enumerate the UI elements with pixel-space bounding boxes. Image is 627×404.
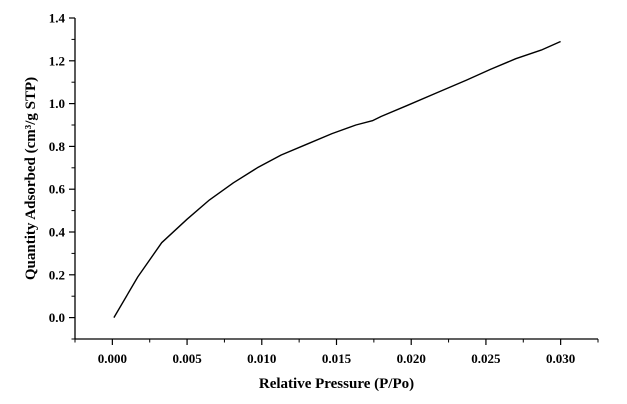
series-group bbox=[113, 40, 561, 318]
y-tick-label: 1.4 bbox=[49, 11, 66, 26]
x-tick-label: 0.015 bbox=[322, 351, 352, 366]
y-tick-label: 0.4 bbox=[49, 225, 66, 240]
y-axis-title: Quantity Adsorbed (cm³/g STP) bbox=[23, 77, 39, 280]
x-tick-label: 0.020 bbox=[397, 351, 426, 366]
x-tick-label: 0.030 bbox=[546, 351, 575, 366]
tick-labels: 0.000 0.005 0.010 0.015 0.020 0.025 0.030 0.0 0.… bbox=[49, 11, 576, 367]
x-tick-label: 0.010 bbox=[247, 351, 276, 366]
series-line bbox=[113, 40, 561, 318]
y-tick-label: 0.0 bbox=[49, 310, 65, 325]
y-tick-label: 1.0 bbox=[49, 96, 65, 111]
x-tick-label: 0.025 bbox=[471, 351, 501, 366]
axes bbox=[74, 18, 598, 340]
x-tick-label: 0.005 bbox=[172, 351, 202, 366]
x-axis-title: Relative Pressure (P/Po) bbox=[259, 376, 414, 392]
y-tick-label: 0.2 bbox=[49, 267, 65, 282]
y-tick-label: 0.8 bbox=[49, 139, 66, 154]
y-tick-label: 1.2 bbox=[49, 53, 65, 68]
tick-marks bbox=[69, 17, 599, 345]
x-tick-label: 0.000 bbox=[98, 351, 127, 366]
y-tick-label: 0.6 bbox=[49, 182, 66, 197]
